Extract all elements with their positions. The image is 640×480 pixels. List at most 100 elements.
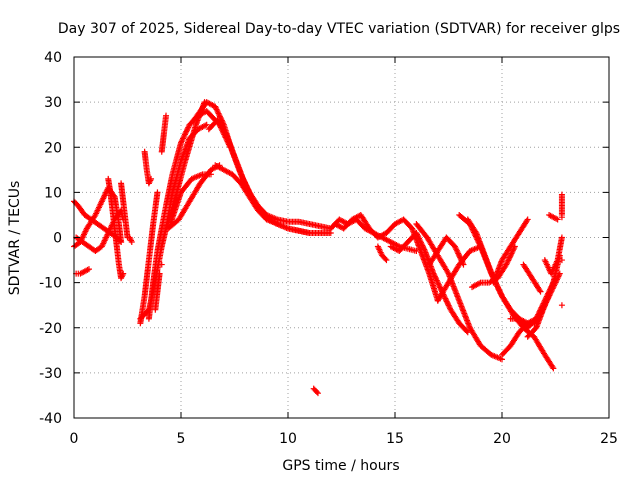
x-tick-label: 5 (177, 431, 186, 447)
data-point (178, 138, 185, 145)
data-point (453, 247, 460, 254)
data-point (163, 112, 170, 119)
data-point (507, 251, 514, 258)
data-point (495, 286, 502, 293)
data-point (179, 135, 186, 142)
data-point (558, 257, 565, 264)
data-point (445, 301, 452, 308)
data-point (503, 261, 510, 268)
data-point (434, 278, 441, 285)
data-point (314, 390, 321, 397)
data-point (451, 243, 458, 250)
data-point (445, 302, 452, 309)
data-point (454, 249, 461, 256)
data-point (181, 132, 188, 139)
data-point (504, 258, 511, 265)
data-point (417, 238, 424, 245)
data-point (524, 216, 531, 223)
data-point (154, 189, 161, 196)
data-point (413, 229, 420, 236)
data-point (217, 114, 224, 121)
y-tick-label: 40 (44, 50, 62, 66)
data-point (216, 111, 223, 118)
data-point (416, 235, 423, 242)
data-point (497, 288, 504, 295)
data-point (185, 124, 192, 131)
data-point (503, 260, 510, 267)
data-point (433, 276, 440, 283)
data-point (496, 287, 503, 294)
data-point (443, 296, 450, 303)
data-point (120, 270, 127, 277)
data-point (431, 271, 438, 278)
data-point (313, 389, 320, 396)
data-point (455, 251, 462, 258)
data-point (241, 178, 248, 185)
data-point (382, 255, 389, 262)
data-point (453, 246, 460, 253)
x-tick-label: 25 (600, 431, 618, 447)
data-point (430, 270, 437, 277)
data-point (497, 290, 504, 297)
data-point (414, 231, 421, 238)
y-tick-label: 10 (44, 185, 62, 201)
data-point (414, 232, 421, 239)
data-point (419, 242, 426, 249)
data-point (183, 127, 190, 134)
data-point (509, 249, 516, 256)
data-point (505, 256, 512, 263)
data-point (203, 121, 210, 128)
data-point (554, 216, 561, 223)
data-point (216, 113, 223, 120)
x-tick-label: 0 (70, 431, 79, 447)
data-point (214, 107, 221, 114)
data-point (383, 257, 390, 264)
data-point (183, 128, 190, 135)
y-tick-label: 20 (44, 140, 62, 156)
data-point (444, 299, 451, 306)
data-point (158, 261, 165, 268)
data-point (558, 302, 565, 309)
y-tick-label: 0 (53, 231, 62, 247)
data-point (432, 274, 439, 281)
data-point (420, 245, 427, 252)
data-point (156, 270, 163, 277)
y-tick-label: -20 (39, 321, 62, 337)
data-point (212, 105, 219, 112)
data-point (444, 269, 451, 276)
data-point (508, 250, 515, 257)
data-point (507, 253, 514, 260)
data-point (215, 110, 222, 117)
data-point (128, 239, 135, 246)
data-point (306, 229, 313, 236)
data-point (456, 253, 463, 260)
data-point (421, 246, 428, 253)
data-point (178, 139, 184, 146)
data-point (441, 294, 448, 301)
data-point (442, 295, 449, 302)
data-point (415, 234, 422, 241)
data-point (452, 244, 459, 251)
data-point (435, 281, 442, 288)
y-tick-label: -30 (39, 366, 62, 382)
data-point (537, 288, 544, 295)
data-point (240, 177, 247, 184)
data-point (222, 129, 229, 136)
data-point (443, 298, 450, 305)
data-point (455, 250, 462, 257)
data-point (494, 283, 501, 290)
data-point (523, 217, 530, 224)
y-axis-label: SDTVAR / TECUs (7, 181, 23, 296)
data-point (179, 136, 186, 143)
y-tick-label: 30 (44, 95, 62, 111)
data-point (558, 234, 565, 241)
chart-title: Day 307 of 2025, Sidereal Day-to-day VTE… (58, 21, 620, 37)
data-point (558, 214, 565, 221)
data-point (213, 106, 220, 113)
data-point (431, 273, 438, 280)
data-point (505, 257, 512, 264)
y-tick-label: -40 (39, 411, 62, 427)
data-point (463, 328, 470, 335)
